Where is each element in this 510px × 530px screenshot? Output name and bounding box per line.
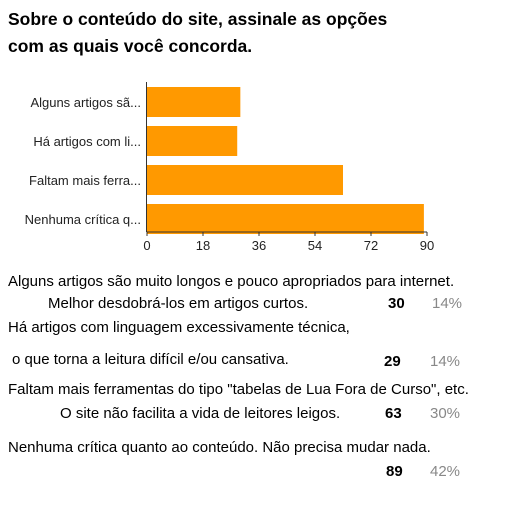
x-tick-label: 72: [364, 238, 378, 253]
response-3-count: 63: [385, 405, 402, 422]
response-row-3: Faltam mais ferramentas do tipo "tabelas…: [0, 376, 510, 472]
bar-chart: Alguns artigos sã... Há artigos com li...…: [25, 82, 434, 253]
response-2-line-1: Há artigos com linguagem excessivamente …: [8, 319, 350, 336]
response-row-4: Nenhuma crítica quanto ao conteúdo. Não …: [0, 434, 510, 530]
x-tick-label: 0: [143, 238, 150, 253]
response-4-percent: 42%: [430, 463, 461, 480]
x-tick-label: 18: [196, 238, 210, 253]
category-label-4: Nenhuma crítica q...: [25, 212, 141, 227]
response-3-percent: 30%: [430, 405, 461, 422]
bar-1: [147, 87, 241, 117]
response-2-line-2: o que torna a leitura difícil e/ou cansa…: [12, 351, 289, 368]
response-1-count: 30: [388, 295, 405, 312]
response-row-2: Há artigos com linguagem excessivamente …: [0, 314, 510, 410]
response-4-line-1: Nenhuma crítica quanto ao conteúdo. Não …: [8, 439, 431, 456]
category-label-1: Alguns artigos sã...: [30, 95, 141, 110]
response-4-count: 89: [386, 463, 403, 480]
response-2-percent: 14%: [430, 353, 461, 370]
response-row-1: Alguns artigos são muito longos e pouco …: [0, 268, 510, 364]
x-tick-label: 90: [420, 238, 434, 253]
bar-3: [147, 165, 343, 195]
x-tick-label: 36: [252, 238, 266, 253]
question-title-line-2: com as quais você concorda.: [8, 36, 253, 56]
response-2-count: 29: [384, 353, 401, 370]
bar-2: [147, 126, 238, 156]
category-label-2: Há artigos com li...: [33, 134, 141, 149]
category-label-3: Faltam mais ferra...: [29, 173, 141, 188]
response-3-line-2: O site não facilita a vida de leitores l…: [60, 405, 341, 422]
response-3-line-1: Faltam mais ferramentas do tipo "tabelas…: [8, 381, 469, 398]
x-tick-label: 54: [308, 238, 322, 253]
response-1-line-1: Alguns artigos são muito longos e pouco …: [8, 273, 455, 290]
question-title-line-1: Sobre o conteúdo do site, assinale as op…: [8, 9, 388, 29]
response-1-percent: 14%: [432, 295, 463, 312]
bar-4: [147, 204, 424, 234]
question-title: Sobre o conteúdo do site, assinale as op…: [8, 6, 498, 60]
response-1-line-2: Melhor desdobrá-los em artigos curtos.: [48, 295, 309, 312]
